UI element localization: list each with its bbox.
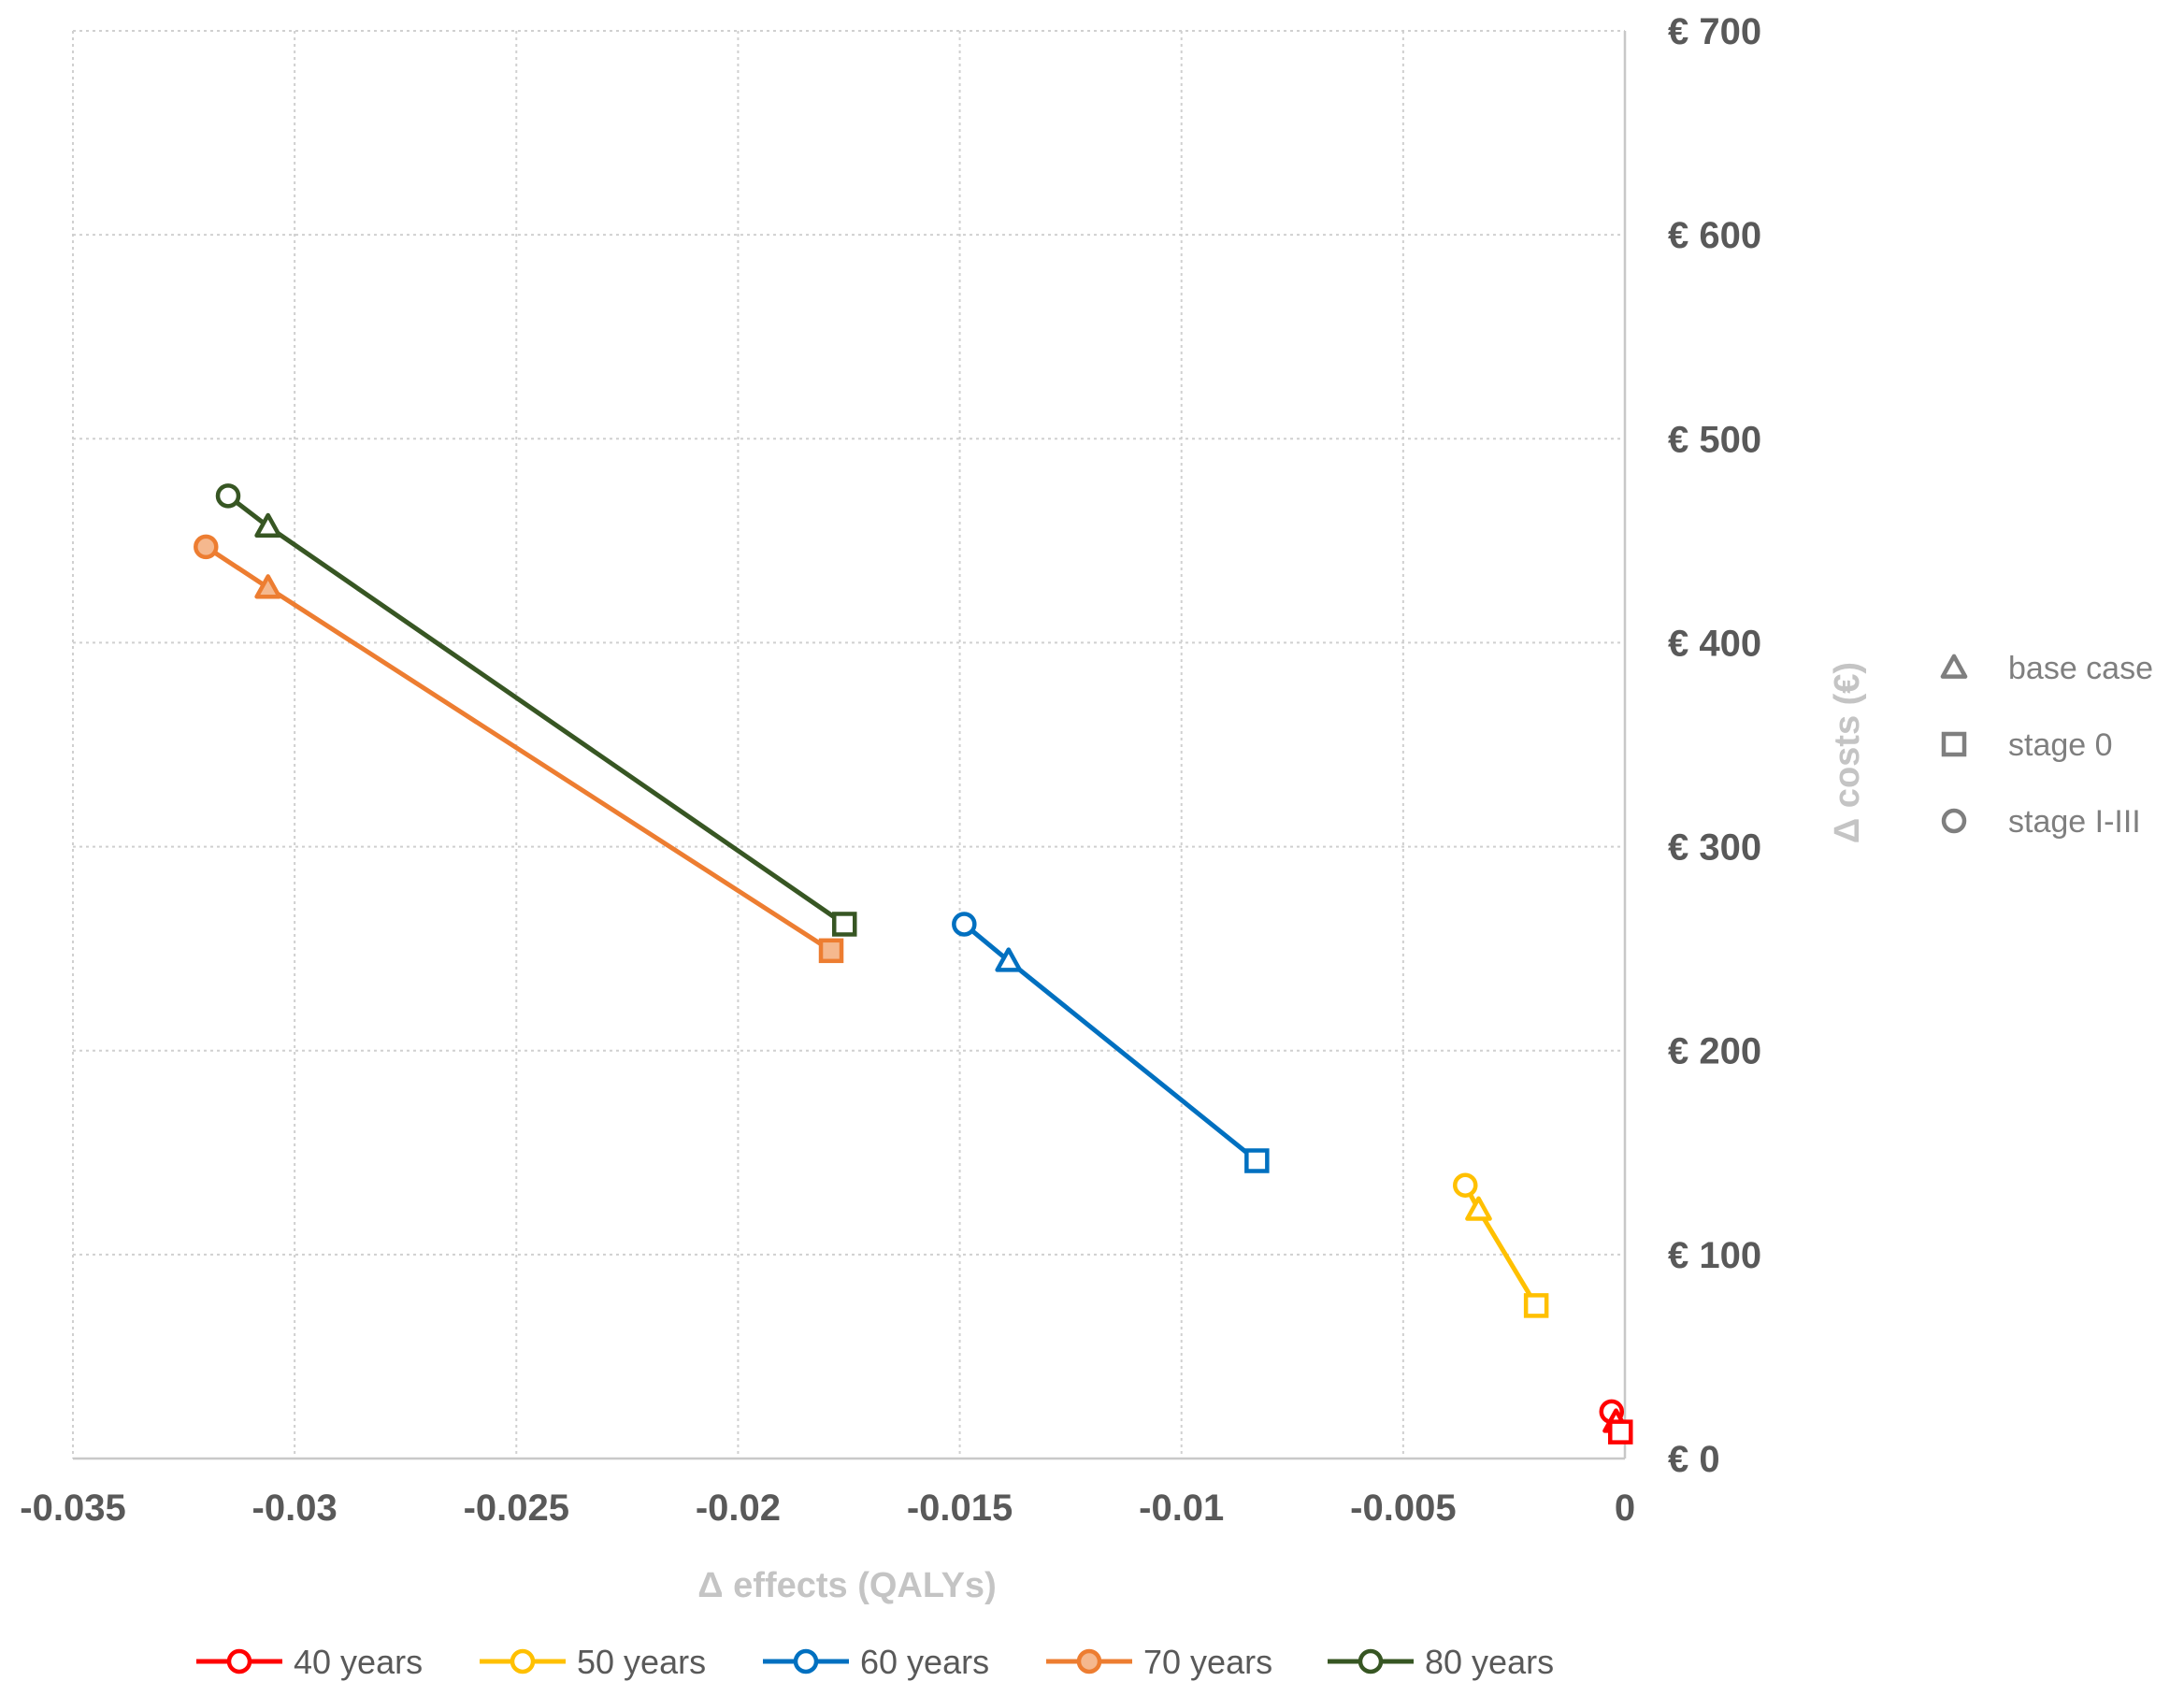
stage-0-marker [1608, 1419, 1633, 1444]
marker-legend-item: base case [1940, 651, 2153, 686]
base-case-marker [1940, 654, 1968, 679]
legend-marker [510, 1648, 536, 1674]
base-case-marker [995, 947, 1023, 972]
legend-label: 60 years [860, 1643, 989, 1681]
x-tick-label: -0.02 [696, 1488, 781, 1529]
legend-label: 80 years [1425, 1643, 1554, 1681]
marker-legend: base case stage 0 stage I-III [1940, 651, 2153, 840]
marker-legend-item: stage I-III [1941, 804, 2141, 840]
base-case-marker [254, 512, 282, 539]
legend-label: 70 years [1143, 1643, 1272, 1681]
y-axis-title: Δ costs (€) [1828, 662, 1867, 843]
series-line [226, 494, 846, 927]
axes [73, 31, 1627, 1460]
y-tick-label: € 200 [1668, 1031, 1761, 1072]
series-layer [194, 483, 1633, 1444]
y-tick-label: € 700 [1668, 11, 1761, 52]
y-tick-label: € 100 [1668, 1235, 1761, 1276]
stage-i-iii-marker [194, 534, 219, 560]
series-40-years [1599, 1399, 1633, 1444]
y-tick-label: € 300 [1668, 827, 1761, 869]
series-legend: 40 years 50 years 60 years 70 years 80 years [196, 1643, 1554, 1681]
x-tick-label: -0.01 [1139, 1488, 1224, 1529]
legend-label: 40 years [294, 1643, 423, 1681]
legend-marker [1358, 1648, 1384, 1674]
series-70-years [194, 534, 844, 964]
base-case-marker [254, 574, 282, 599]
stage-0-marker [1244, 1148, 1270, 1173]
y-tick-label: € 600 [1668, 215, 1761, 256]
stage-i-iii-marker [215, 483, 241, 509]
x-tick-label: 0 [1615, 1488, 1635, 1529]
legend-marker [226, 1648, 252, 1674]
x-axis-title: Δ effects (QALYs) [697, 1566, 996, 1605]
stage-0-marker [832, 912, 857, 937]
marker-legend-label: stage 0 [2008, 727, 2113, 763]
y-tick-label: € 400 [1668, 623, 1761, 664]
series-60-years [952, 912, 1270, 1173]
legend-marker [793, 1648, 819, 1674]
legend-item: 50 years [480, 1643, 706, 1681]
marker-legend-item: stage 0 [1941, 727, 2113, 763]
x-tick-label: -0.015 [907, 1488, 1013, 1529]
y-tick-label: € 500 [1668, 419, 1761, 460]
legend-item: 80 years [1328, 1643, 1554, 1681]
series-50-years [1453, 1172, 1549, 1318]
legend-item: 40 years [196, 1643, 423, 1681]
legend-label: 50 years [577, 1643, 706, 1681]
stage-0-marker [1941, 731, 1967, 757]
stage-0-marker [818, 938, 844, 964]
legend-item: 60 years [763, 1643, 989, 1681]
stage-i-iii-marker [1941, 808, 1967, 834]
stage-i-iii-marker [952, 912, 977, 937]
x-tick-label: -0.03 [252, 1488, 338, 1529]
base-case-marker [1465, 1196, 1492, 1221]
grid [72, 30, 1625, 1459]
x-tick-label: -0.025 [464, 1488, 569, 1529]
y-tick-label: € 0 [1668, 1439, 1720, 1480]
marker-legend-label: stage I-III [2008, 804, 2141, 840]
legend-marker [1076, 1648, 1102, 1674]
x-tick-label: -0.035 [20, 1488, 125, 1529]
tick-labels: -0.035 -0.03 -0.025 -0.02 -0.015 -0.01 -0.005 0… [20, 11, 1761, 1529]
series-80-years [215, 483, 857, 937]
marker-legend-label: base case [2008, 651, 2153, 686]
legend-item: 70 years [1046, 1643, 1272, 1681]
stage-i-iii-marker [1453, 1172, 1478, 1198]
stage-0-marker [1523, 1293, 1549, 1318]
x-tick-label: -0.005 [1350, 1488, 1456, 1529]
